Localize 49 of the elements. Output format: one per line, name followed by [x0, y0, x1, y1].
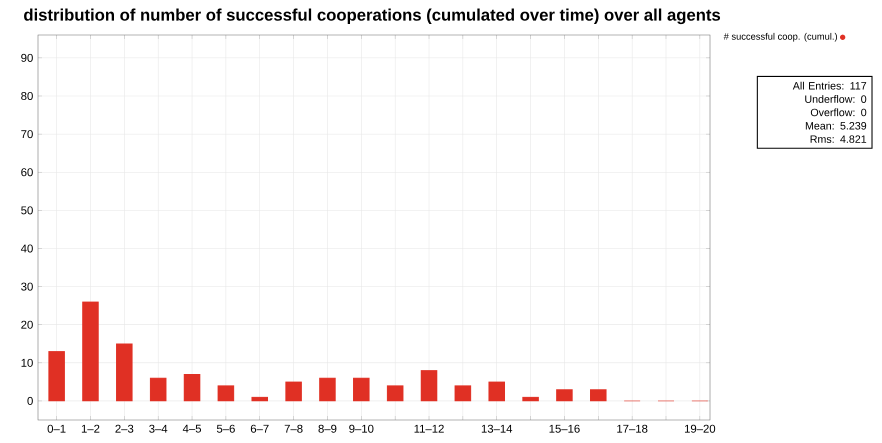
bar — [590, 389, 607, 402]
y-tick-label: 40 — [20, 244, 33, 252]
bar — [251, 396, 268, 402]
x-tick-label: 11–12 — [414, 424, 444, 433]
y-tick-label: 10 — [22, 358, 33, 367]
x-tick-label: 4–5 — [182, 424, 202, 433]
x-tick-label: 9–10 — [349, 424, 374, 433]
y-tick-label: 90 — [21, 54, 33, 62]
y-tick-label: 70 — [21, 130, 33, 138]
bar — [420, 370, 438, 402]
bar — [386, 385, 404, 402]
y-tick-label: 30 — [21, 282, 33, 291]
chart-title: distribution of number of successful cooperations (cumulated over time) over all agents — [24, 8, 720, 24]
x-tick-label: 7–8 — [284, 424, 303, 433]
bar — [285, 382, 302, 402]
x-tick-label: 6–7 — [250, 424, 269, 433]
text: Mean: 5.239 — [806, 122, 866, 130]
bar — [150, 378, 166, 402]
bar — [82, 302, 99, 402]
bar — [488, 382, 505, 402]
text: Rms: 4.821 — [810, 135, 866, 143]
x-tick-label: 2–3 — [115, 424, 134, 433]
bar — [556, 389, 573, 402]
bar — [48, 351, 65, 402]
bar — [218, 385, 234, 402]
bar — [353, 378, 370, 402]
y-tick-label: 80 — [21, 92, 33, 100]
bar — [184, 374, 200, 402]
bar — [454, 385, 472, 402]
x-tick-label: 3–4 — [149, 424, 168, 433]
y-tick-label: 20 — [21, 320, 33, 329]
y-tick-label: 50 — [21, 206, 33, 214]
bar — [319, 378, 336, 402]
x-tick-label: 1–2 — [82, 424, 100, 433]
y-tick-label: 60 — [21, 168, 33, 176]
legend-label: # successful coop. (cumul.) — [724, 32, 838, 42]
text: All Entries: 117 — [792, 82, 866, 90]
y-tick-label: 0 — [27, 396, 33, 405]
text: Overflow: 0 — [810, 108, 866, 116]
x-tick-label: 15–16 — [550, 424, 580, 433]
x-tick-label: 5–6 — [216, 424, 235, 433]
text: Underflow: 0 — [805, 95, 866, 103]
x-tick-label: 19–20 — [684, 424, 716, 433]
x-tick-label: 13–14 — [482, 424, 512, 433]
bar — [522, 396, 539, 402]
x-tick-label: 0–1 — [48, 424, 66, 433]
x-tick-label: 17–18 — [617, 424, 648, 433]
bar — [116, 343, 133, 402]
x-tick-label: 8–9 — [318, 424, 336, 433]
